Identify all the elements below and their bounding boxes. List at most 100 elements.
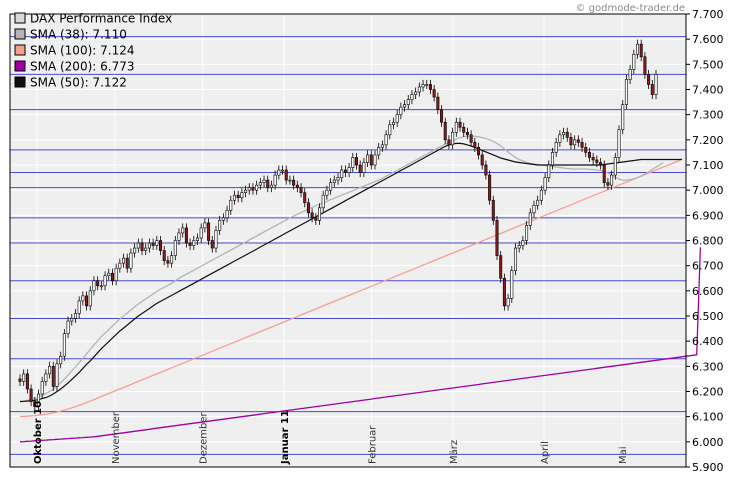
candle-body	[266, 179, 270, 188]
candle	[232, 190, 236, 205]
x-tick-label: April	[540, 441, 551, 464]
candle	[173, 235, 177, 261]
candle-body	[55, 363, 59, 387]
candle	[29, 384, 33, 407]
candle-body	[244, 189, 248, 193]
candle-body	[558, 134, 562, 143]
candle	[103, 271, 107, 291]
candle-body	[425, 84, 429, 86]
candle	[414, 87, 418, 100]
candle-body	[184, 227, 188, 244]
x-tick-label: Februar	[368, 425, 379, 464]
candle	[292, 175, 296, 190]
candle-body	[606, 182, 610, 186]
candle	[40, 376, 44, 399]
candle	[284, 165, 288, 185]
candle-body	[281, 169, 285, 172]
credit-text: © godmode-trader.de	[576, 3, 686, 14]
y-tick-label: 7.700	[692, 8, 724, 21]
candle	[391, 117, 395, 130]
candle-body	[29, 388, 33, 402]
candle-body	[488, 174, 492, 201]
candle	[255, 180, 259, 195]
candle	[388, 120, 392, 140]
legend-swatch	[14, 60, 26, 72]
candle-body	[48, 366, 52, 375]
candle-body	[325, 189, 329, 196]
candle	[188, 238, 192, 251]
candle	[73, 308, 77, 324]
candle	[539, 185, 543, 205]
candle-body	[85, 295, 89, 307]
candle	[358, 160, 362, 178]
candle-body	[255, 184, 259, 191]
candle	[22, 369, 26, 386]
candle	[340, 165, 344, 183]
candle-body	[203, 222, 207, 229]
candle-body	[40, 381, 44, 395]
candle	[462, 122, 466, 137]
candle	[547, 160, 551, 183]
candle-body	[377, 147, 381, 156]
y-tick-label: 7.300	[692, 109, 724, 122]
x-tick-label: Januar 11	[280, 410, 291, 465]
candle-body	[18, 378, 22, 382]
candle	[199, 223, 203, 243]
candle-body	[366, 154, 370, 163]
candle	[55, 359, 59, 391]
candle-body	[443, 121, 447, 141]
legend-label: SMA (38): 7.110	[30, 28, 127, 42]
candle-body	[565, 131, 569, 138]
candle	[318, 203, 322, 225]
candle-body	[25, 373, 29, 390]
candle-body	[484, 164, 488, 176]
candle	[451, 127, 455, 150]
candle-body	[373, 154, 377, 166]
candle	[506, 293, 510, 311]
candle-body	[44, 373, 48, 382]
y-tick-label: 6.800	[692, 235, 724, 248]
candle	[18, 374, 22, 386]
candle	[351, 152, 355, 173]
candle	[473, 137, 477, 152]
candle-body	[247, 187, 251, 191]
candle-body	[236, 194, 240, 199]
candle	[562, 127, 566, 140]
candle	[107, 268, 111, 281]
candle	[366, 150, 370, 168]
candle	[621, 100, 625, 135]
candle-body	[314, 217, 318, 221]
candle-body	[310, 212, 314, 219]
y-tick-label: 6.500	[692, 310, 724, 323]
candle-body	[299, 187, 303, 193]
candle	[347, 162, 351, 178]
candle-body	[318, 207, 322, 221]
candle-body	[525, 225, 529, 241]
candle-body	[195, 237, 199, 241]
candle-body	[81, 295, 85, 302]
candle	[325, 185, 329, 200]
candle	[484, 160, 488, 180]
candle-body	[410, 94, 414, 100]
y-tick-label: 6.600	[692, 285, 724, 298]
candle-body	[140, 242, 144, 251]
candle	[643, 52, 647, 79]
candle-body	[66, 320, 70, 334]
candle-body	[650, 84, 654, 95]
candle-body	[99, 285, 103, 288]
candle	[343, 165, 347, 178]
candle-body	[632, 53, 636, 70]
candle	[517, 241, 521, 253]
candle	[632, 49, 636, 74]
x-tick-label: November	[111, 411, 122, 464]
candle	[436, 92, 440, 115]
horizontal-lines	[10, 36, 686, 455]
legend-swatch	[14, 44, 26, 56]
candle-body	[70, 318, 74, 322]
candle-body	[332, 179, 336, 183]
candle	[147, 238, 151, 253]
y-tick-label: 6.900	[692, 209, 724, 222]
candle	[639, 39, 643, 62]
candle	[277, 165, 281, 180]
candle-body	[517, 245, 521, 249]
